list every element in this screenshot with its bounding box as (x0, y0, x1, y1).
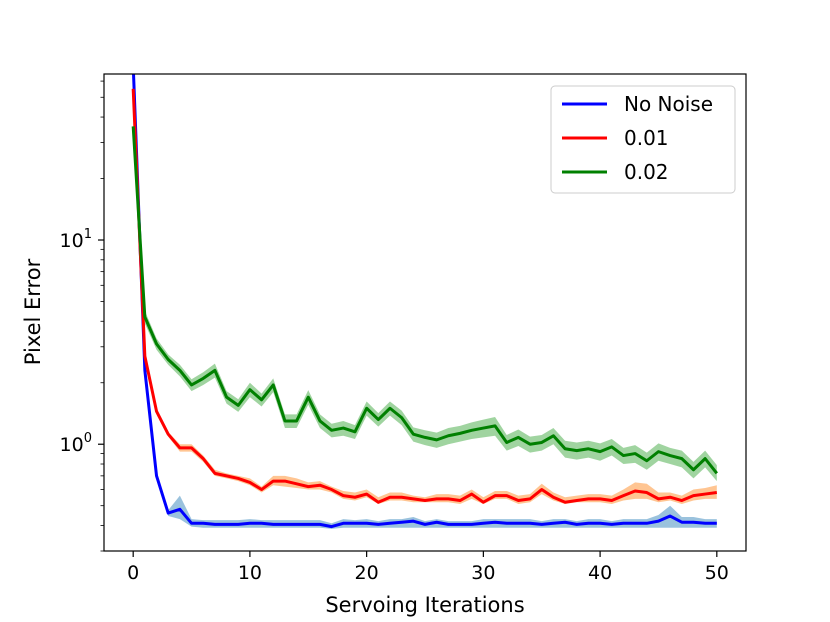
y-tick-label: 101 (60, 227, 92, 252)
series-lines (131, 74, 718, 529)
y-tick-label: 100 (60, 431, 92, 456)
x-tick-label: 50 (705, 562, 729, 584)
legend-label: 0.01 (624, 126, 669, 150)
y-tick-exponent: 0 (84, 431, 92, 446)
y-tick-base: 10 (60, 434, 84, 456)
series-line-2 (131, 126, 718, 475)
legend-label: No Noise (624, 92, 713, 116)
x-tick-label: 40 (588, 562, 612, 584)
series-line-1 (131, 88, 718, 504)
legend: No Noise 0.01 0.02 (550, 85, 736, 194)
x-axis-label: Servoing Iterations (325, 593, 524, 617)
legend-frame (550, 85, 736, 194)
x-axis: 0 10 20 30 40 50 (127, 551, 729, 584)
x-tick-label: 0 (127, 562, 139, 584)
y-tick-base: 10 (60, 230, 84, 252)
x-tick-label: 10 (238, 562, 262, 584)
plot-frame (103, 73, 747, 552)
y-tick-exponent: 1 (84, 227, 92, 242)
x-tick-label: 30 (471, 562, 495, 584)
legend-label: 0.02 (624, 160, 669, 184)
series-line-0 (132, 74, 717, 529)
confidence-bands (133, 74, 717, 529)
confidence-band-2 (133, 126, 717, 482)
y-axis-label: Pixel Error (21, 258, 45, 365)
x-tick-label: 20 (355, 562, 379, 584)
